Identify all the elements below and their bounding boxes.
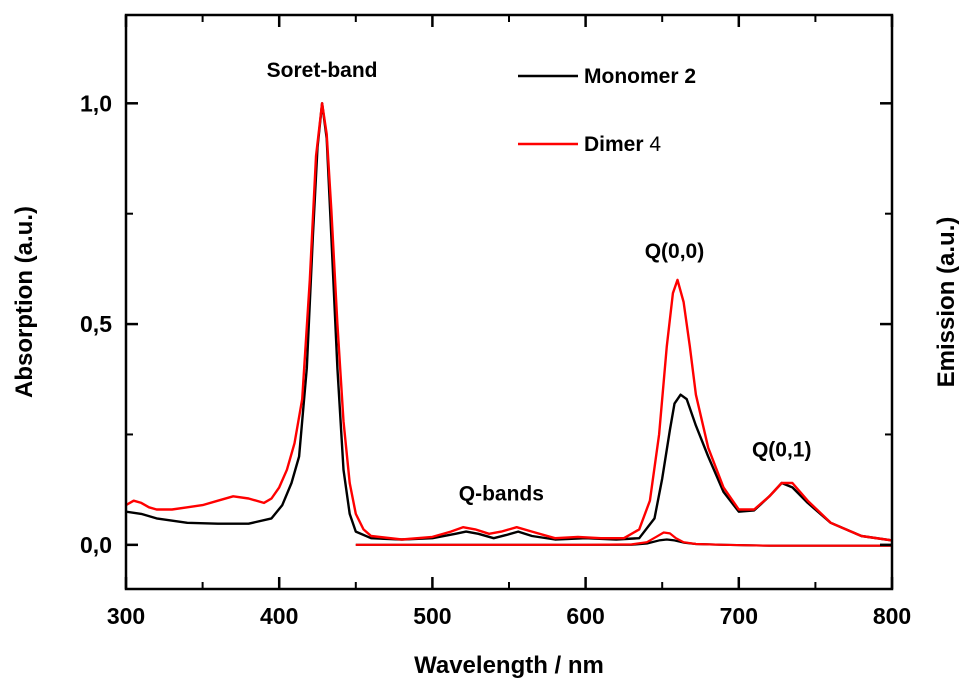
peak-annotation: Q-bands	[459, 483, 544, 506]
peak-annotation: Q(0,0)	[645, 240, 705, 263]
y-tick-label: 0,5	[80, 311, 112, 337]
x-tick-label: 500	[413, 603, 451, 629]
labels-layer: 300 400 500 600 700 800 0,0 0,5 1,0 Soret-band Q-b…	[80, 59, 911, 629]
y-tick-label: 0,0	[80, 532, 112, 558]
x-tick-label: 300	[107, 603, 145, 629]
series-line-1	[126, 102, 892, 542]
series-line-0	[126, 102, 892, 542]
legend: Monomer 2 Dimer 4	[518, 65, 696, 156]
series-layer	[126, 102, 892, 547]
ticks-layer	[124, 15, 894, 589]
x-tick-label: 400	[260, 603, 298, 629]
peak-annotation: Q(0,1)	[752, 439, 812, 462]
series-line-3	[355, 531, 892, 547]
x-tick-label: 600	[566, 603, 604, 629]
x-tick-label: 800	[873, 603, 911, 629]
legend-label-monomer: Monomer 2	[584, 65, 696, 88]
legend-label-dimer: Dimer 4	[584, 133, 661, 156]
y-axis-title: Absorption (a.u.)	[11, 206, 38, 398]
peak-annotation: Soret-band	[267, 59, 378, 82]
x-tick-label: 700	[720, 603, 758, 629]
x-axis-title: Wavelength / nm	[414, 652, 604, 679]
y-tick-label: 1,0	[80, 90, 112, 116]
y-axis-title-right: Emission (a.u.)	[933, 217, 960, 388]
